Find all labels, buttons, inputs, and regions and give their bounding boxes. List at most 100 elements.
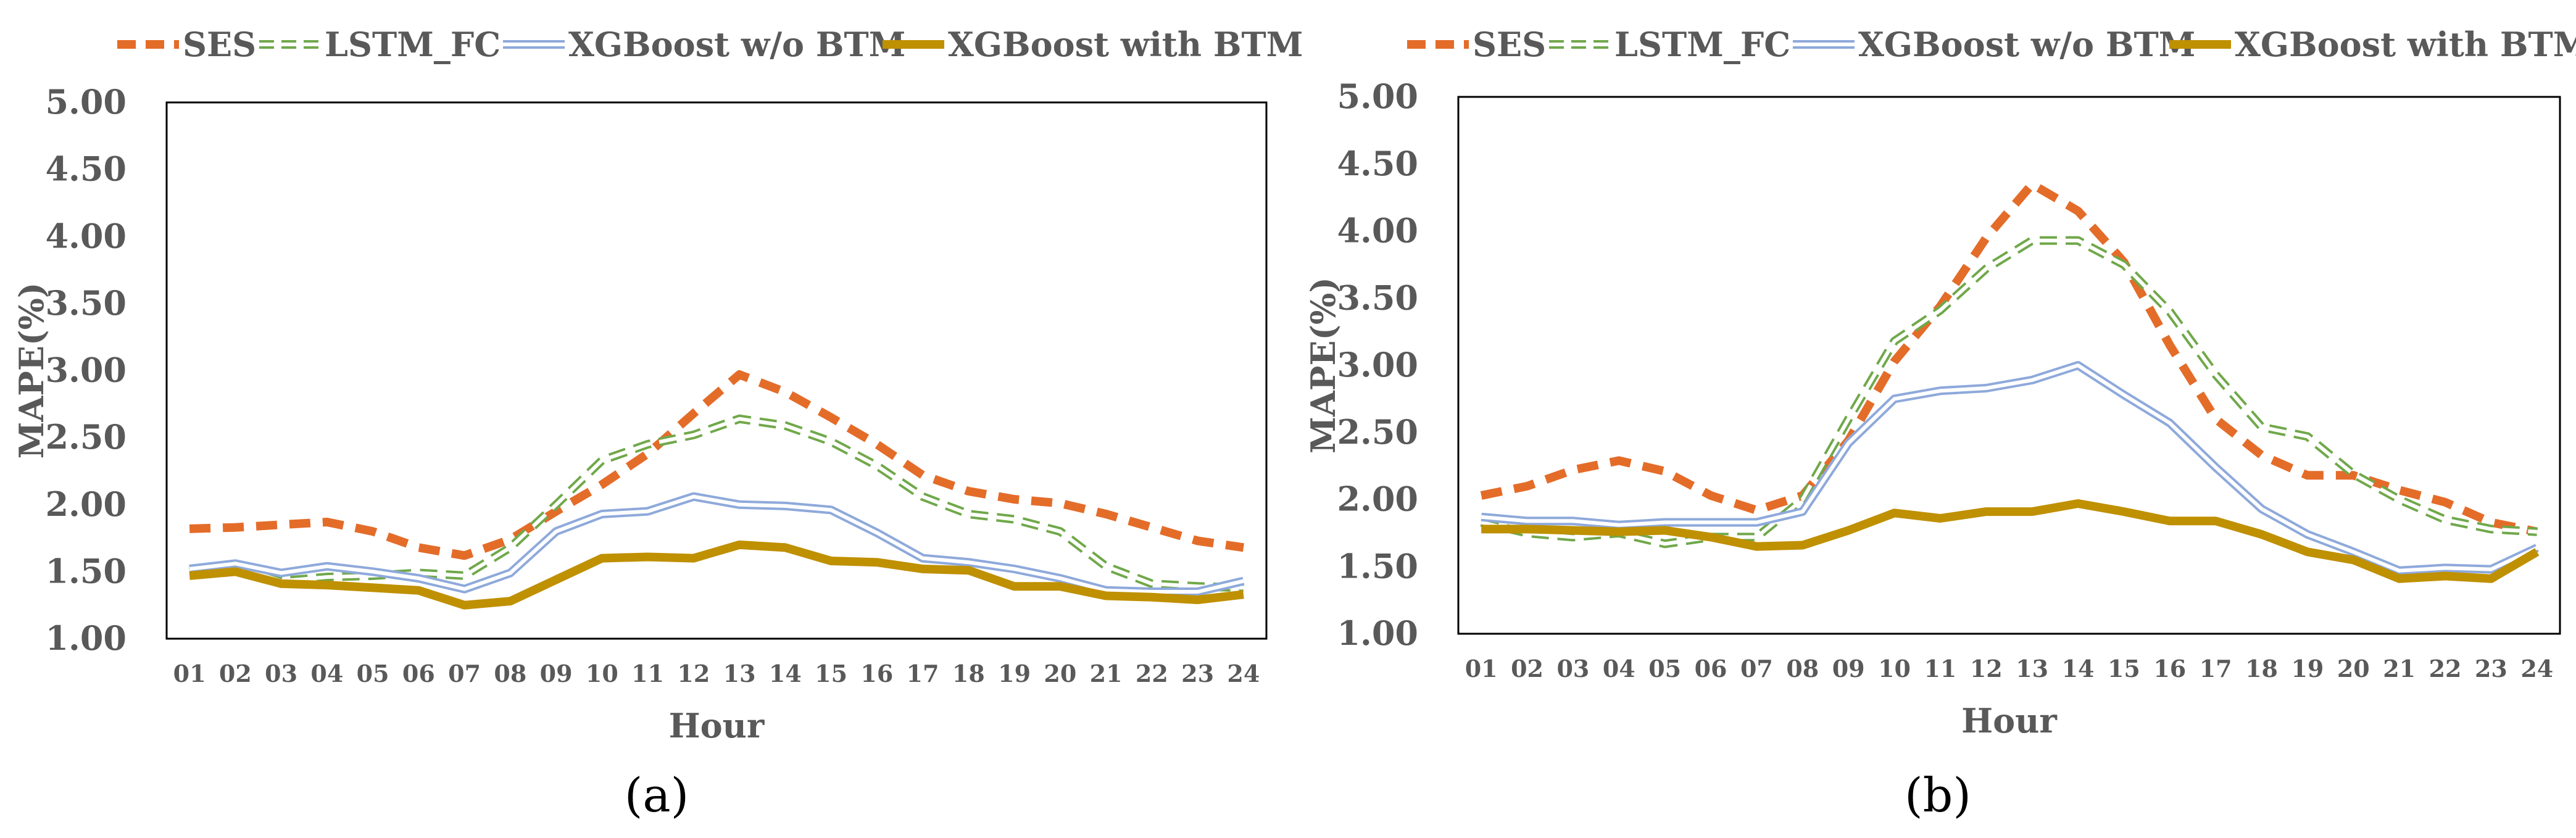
legend-a: SES LSTM_FC XGBoost w/o BTM XGBoost with BT… — [117, 25, 1303, 64]
x-tick-label: 10 — [1878, 655, 1911, 682]
y-axis-title-a: MAPE(%) — [12, 283, 51, 459]
x-tick-label: 20 — [1044, 660, 1076, 687]
x-tick-label: 19 — [2291, 655, 2324, 682]
x-tick-label: 14 — [769, 660, 802, 687]
x-tick-label: 01 — [1465, 655, 1498, 682]
series-line-lstm — [1480, 236, 2538, 549]
series-line-inner-lstm — [189, 417, 1244, 590]
x-tick-label: 05 — [1648, 655, 1681, 682]
x-tick-label: 09 — [540, 660, 573, 687]
y-axis-ticks-b: 1.00 1.50 2.00 2.50 3.00 3.50 4.00 4.50 5.00 — [1337, 77, 1418, 653]
chart-panel-b: SES LSTM_FC XGBoost w/o BTM XGBoost with BT… — [1303, 25, 2576, 823]
x-tick-label: 04 — [1603, 655, 1635, 682]
x-axis-ticks-b: 01 02 03 04 05 06 07 08 09 10 11 12 13 14 15 16 17 18 19 20… — [1465, 655, 2554, 682]
legend-label-lstm: LSTM_FC — [1614, 25, 1790, 64]
x-tick-label: 07 — [448, 660, 481, 687]
x-tick-label: 16 — [2153, 655, 2186, 682]
y-tick-label: 2.50 — [45, 417, 127, 457]
y-tick-label: 4.00 — [1337, 211, 1418, 251]
x-tick-label: 11 — [1924, 655, 1956, 682]
x-tick-label: 05 — [357, 660, 389, 687]
x-tick-label: 13 — [723, 660, 756, 687]
series-line-inner-xgb_wo — [189, 494, 1244, 594]
y-tick-label: 5.00 — [45, 82, 127, 122]
y-tick-label: 1.00 — [1337, 613, 1418, 653]
x-tick-label: 23 — [2475, 655, 2507, 682]
chart-panel-a: SES LSTM_FC XGBoost w/o BTM XGBoost with BT… — [12, 25, 1303, 823]
x-tick-label: 16 — [860, 660, 893, 687]
x-tick-label: 23 — [1181, 660, 1214, 687]
x-tick-label: 13 — [2016, 655, 2048, 682]
x-tick-label: 02 — [219, 660, 252, 687]
x-tick-label: 12 — [1970, 655, 2003, 682]
x-tick-label: 22 — [1136, 660, 1168, 687]
legend-b: SES LSTM_FC XGBoost w/o BTM XGBoost with BT… — [1407, 25, 2576, 64]
x-tick-label: 04 — [310, 660, 343, 687]
x-axis-ticks-a: 01 02 03 04 05 06 07 08 09 10 11 12 13 14 15 16 17 18 19 20… — [173, 660, 1260, 687]
x-tick-label: 03 — [1556, 655, 1589, 682]
y-tick-label: 3.50 — [1337, 278, 1418, 317]
x-tick-label: 21 — [2383, 655, 2416, 682]
x-tick-label: 15 — [2108, 655, 2140, 682]
series-line-inner-xgb_wo — [1481, 363, 2538, 573]
y-tick-label: 1.00 — [45, 618, 127, 658]
x-tick-label: 17 — [907, 660, 939, 687]
legend-label-ses: SES — [1473, 25, 1546, 64]
legend-label-ses: SES — [183, 25, 256, 64]
legend-label-xgb_wo: XGBoost w/o BTM — [568, 25, 905, 64]
y-axis-ticks-a: 1.00 1.50 2.00 2.50 3.00 3.50 4.00 4.50 5.00 — [45, 82, 127, 658]
x-tick-label: 02 — [1511, 655, 1544, 682]
x-tick-label: 06 — [1695, 655, 1727, 682]
x-tick-label: 01 — [173, 660, 206, 687]
series-line-inner-lstm — [1481, 238, 2537, 546]
x-tick-label: 03 — [265, 660, 297, 687]
x-tick-label: 24 — [2520, 655, 2553, 682]
y-tick-label: 1.50 — [1337, 546, 1418, 586]
x-tick-label: 08 — [494, 660, 526, 687]
x-tick-label: 21 — [1090, 660, 1123, 687]
y-tick-label: 2.00 — [45, 484, 127, 524]
legend-label-xgb_with: XGBoost with BTM — [948, 25, 1303, 64]
panel-label-b: (b) — [1905, 768, 1971, 823]
legend-label-lstm: LSTM_FC — [325, 25, 501, 64]
x-tick-label: 15 — [815, 660, 847, 687]
plot-frame-a — [165, 101, 1268, 640]
y-tick-label: 3.00 — [45, 351, 127, 390]
x-tick-label: 11 — [631, 660, 664, 687]
x-tick-label: 18 — [2245, 655, 2278, 682]
y-tick-label: 3.50 — [45, 283, 127, 323]
legend-label-xgb_wo: XGBoost w/o BTM — [1858, 25, 2195, 64]
y-tick-label: 2.00 — [1337, 479, 1418, 519]
series-line-ses — [189, 370, 1244, 560]
x-tick-label: 08 — [1786, 655, 1819, 682]
x-tick-label: 18 — [952, 660, 985, 687]
series-line-ses — [1480, 180, 2538, 536]
series-line-xgb_with — [189, 540, 1244, 610]
x-tick-label: 07 — [1740, 655, 1773, 682]
y-tick-label: 1.50 — [45, 551, 127, 591]
x-axis-title-b: Hour — [1961, 701, 2057, 741]
series-line-xgb_with — [1481, 499, 2540, 583]
plot-frame-b — [1457, 96, 2561, 635]
x-tick-label: 06 — [402, 660, 435, 687]
y-tick-label: 3.00 — [1337, 345, 1418, 384]
x-tick-label: 09 — [1832, 655, 1865, 682]
x-axis-title-a: Hour — [669, 706, 765, 745]
y-tick-label: 2.50 — [1337, 412, 1418, 452]
x-tick-label: 22 — [2429, 655, 2462, 682]
x-tick-label: 19 — [998, 660, 1031, 687]
y-axis-title-b: MAPE(%) — [1303, 277, 1343, 454]
y-tick-label: 4.50 — [1337, 144, 1418, 183]
y-tick-label: 5.00 — [1337, 77, 1418, 116]
series-lines-b — [1480, 180, 2540, 583]
x-tick-label: 24 — [1227, 660, 1260, 687]
x-tick-label: 12 — [677, 660, 710, 687]
x-tick-label: 20 — [2337, 655, 2370, 682]
series-lines-a — [189, 370, 1245, 610]
y-tick-label: 4.50 — [45, 149, 127, 189]
panel-label-a: (a) — [625, 768, 689, 823]
legend-label-xgb_with: XGBoost with BTM — [2235, 25, 2576, 64]
y-tick-label: 4.00 — [45, 216, 127, 255]
x-tick-label: 17 — [2200, 655, 2232, 682]
